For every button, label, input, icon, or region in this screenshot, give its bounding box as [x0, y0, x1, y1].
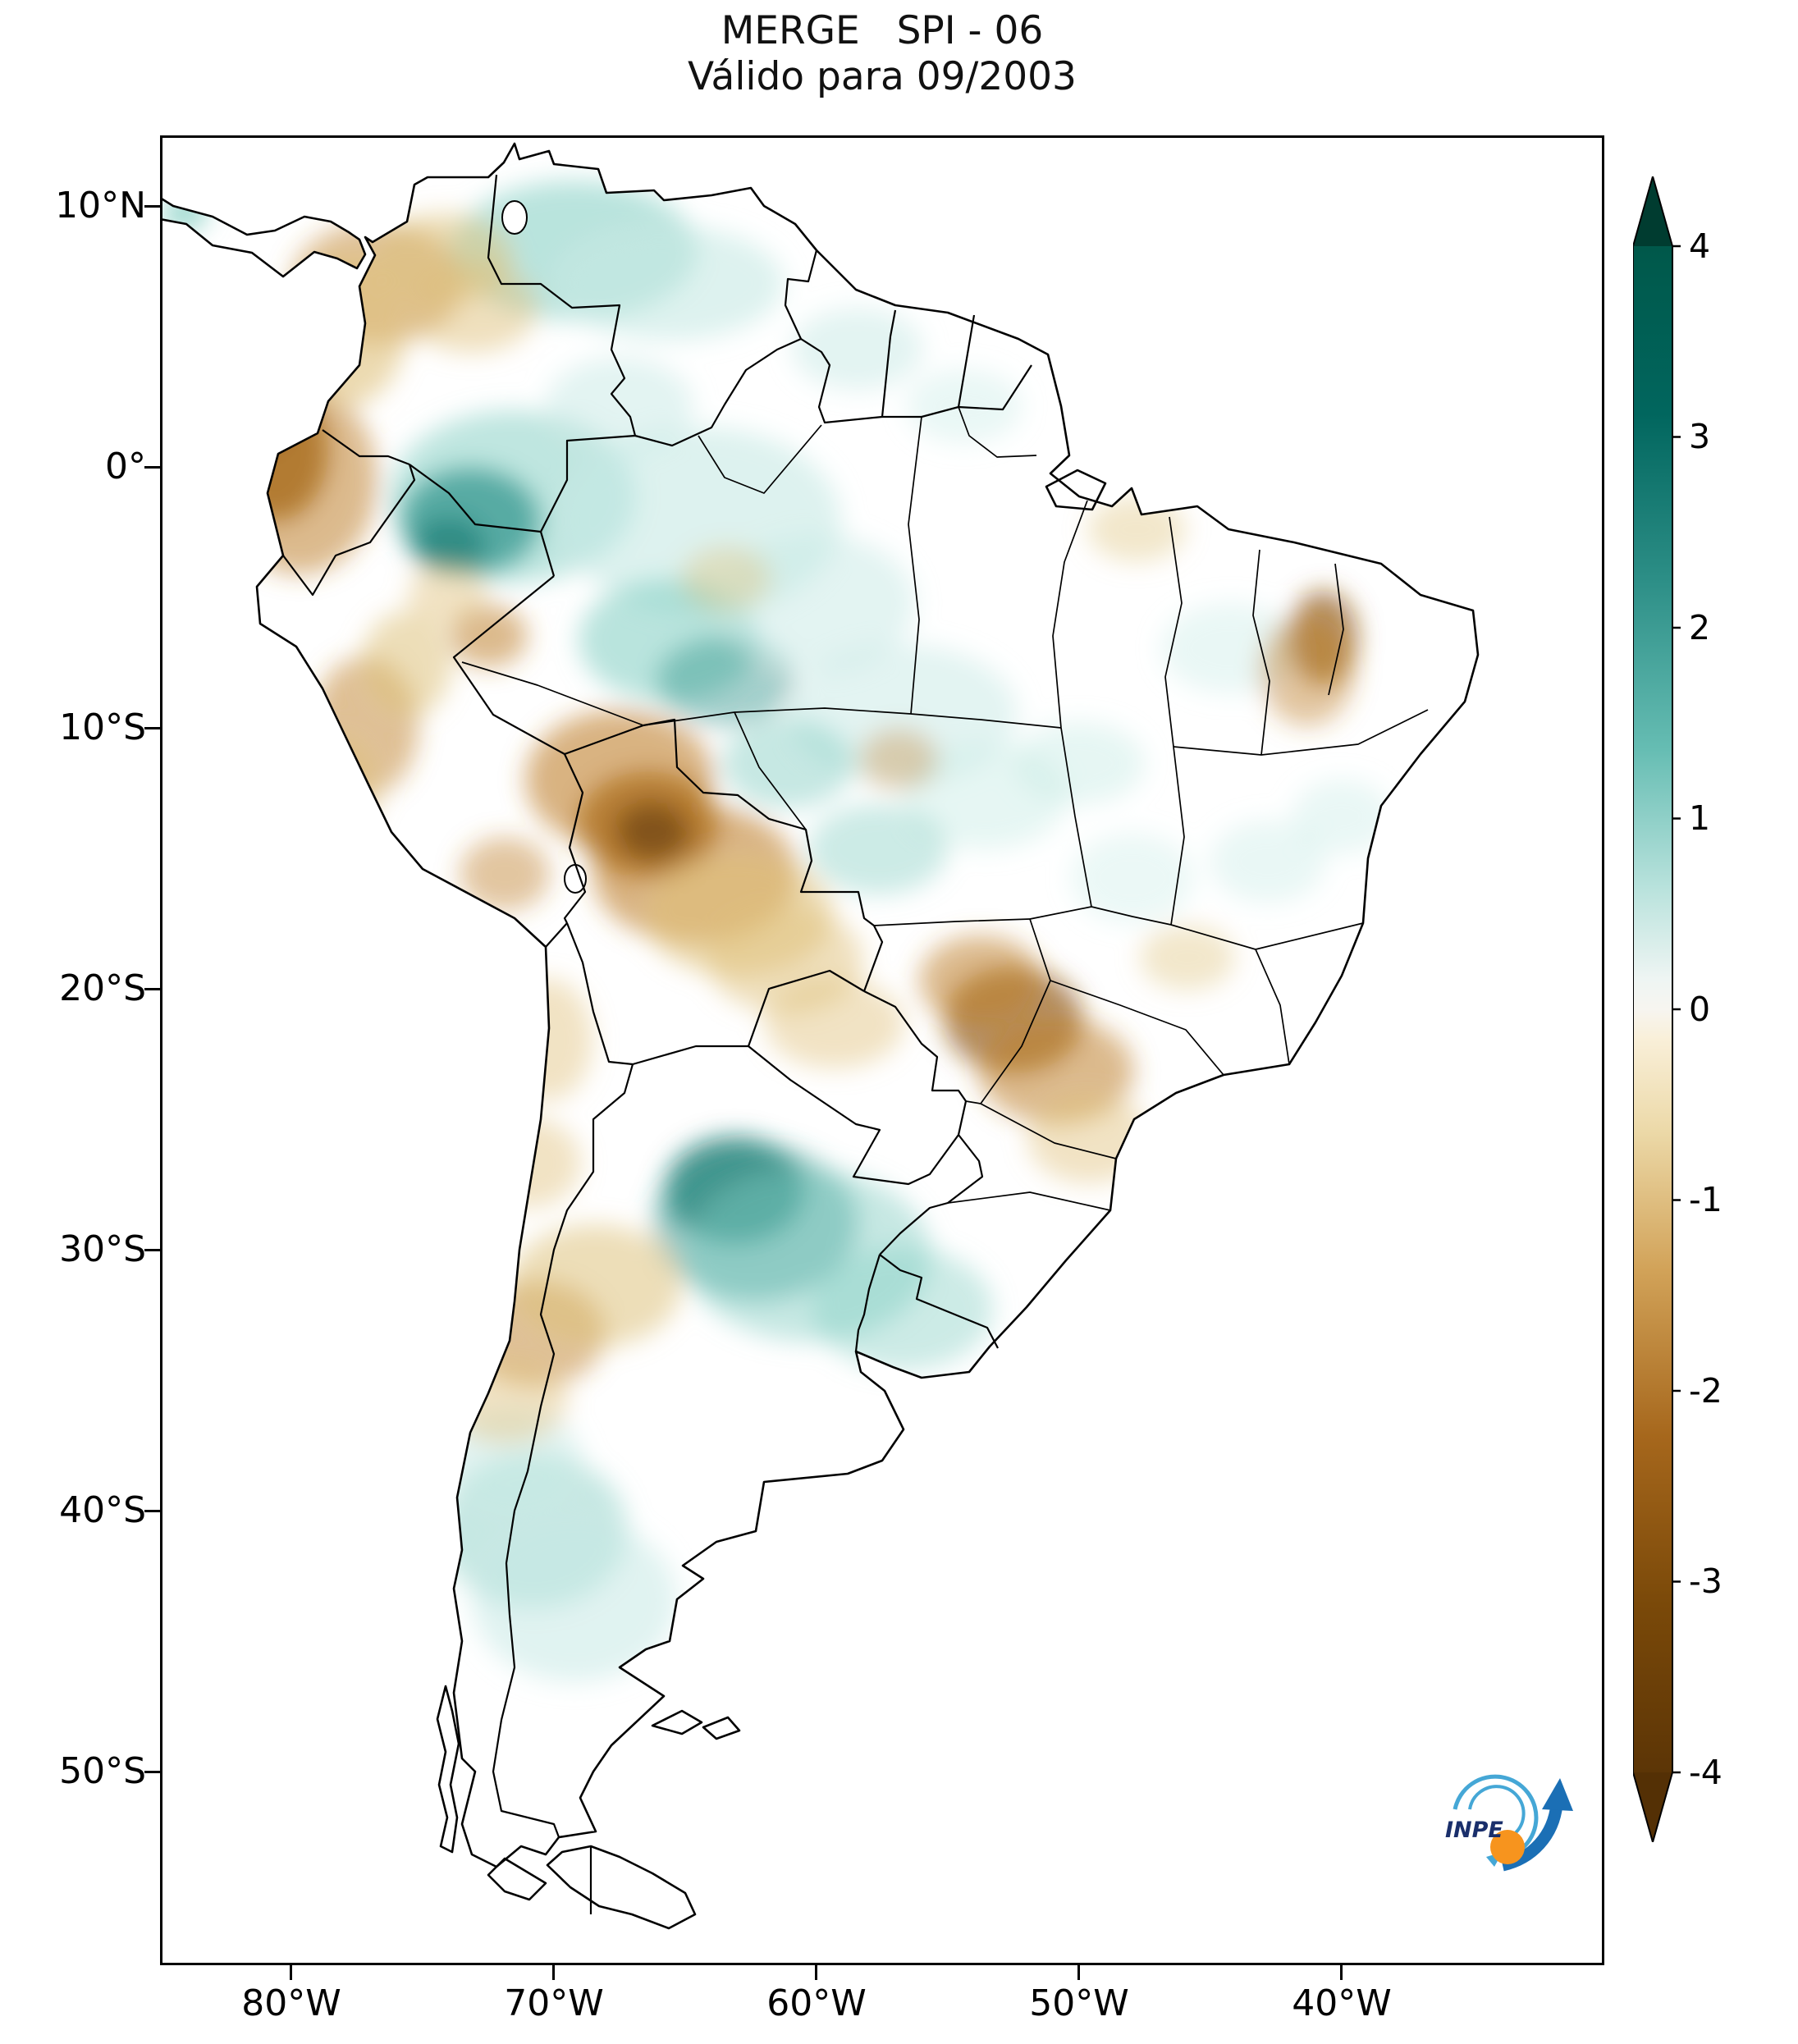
colorbar-tick-marks [1672, 245, 1681, 1774]
lon-tick-mark [1340, 1965, 1343, 1980]
colorbar-gradient [1633, 246, 1672, 1772]
figure-title: MERGE SPI - 06 Válido para 09/2003 [160, 8, 1604, 100]
colorbar-tick-1: 1 [1689, 798, 1711, 838]
south-america-map: INPE [160, 142, 1573, 1930]
lon-tick-mark [1077, 1965, 1080, 1980]
colorbar-tick-0: 0 [1689, 990, 1711, 1029]
lon-tick-label-50w: 50°W [1029, 1982, 1129, 2024]
colorbar-tick-m2: -2 [1689, 1371, 1723, 1411]
colorbar-tick-m3: -3 [1689, 1562, 1723, 1601]
lat-tick-mark [144, 1510, 160, 1512]
lon-tick-label-40w: 40°W [1292, 1982, 1392, 2024]
lat-tick-label-10s: 10°S [59, 706, 146, 748]
lon-tick-label-60w: 60°W [766, 1982, 867, 2024]
lat-tick-mark [144, 466, 160, 469]
lat-tick-label-50s: 50°S [59, 1750, 146, 1792]
colorbar-tick-2: 2 [1689, 608, 1711, 647]
lat-tick-label-30s: 30°S [59, 1228, 146, 1270]
title-line1: MERGE SPI - 06 [721, 8, 1044, 53]
lat-tick-mark [144, 1249, 160, 1251]
lon-tick-label-80w: 80°W [241, 1982, 341, 2024]
lon-tick-mark [815, 1965, 817, 1980]
lon-tick-label-70w: 70°W [504, 1982, 604, 2024]
colorbar-tick-3: 3 [1689, 417, 1711, 456]
lat-tick-mark [144, 727, 160, 729]
inpe-logo-orange-dot [1490, 1830, 1525, 1864]
colorbar-extend-top [1633, 176, 1672, 246]
inpe-logo-text: INPE [1445, 1818, 1503, 1843]
lon-tick-mark [290, 1965, 292, 1980]
lon-tick-mark [552, 1965, 555, 1980]
country-borders [282, 174, 1032, 1914]
lat-tick-label-10n: 10°N [55, 185, 146, 226]
colorbar [1633, 176, 1681, 1842]
lat-tick-mark [144, 205, 160, 208]
lat-tick-label-0: 0° [105, 446, 146, 487]
lat-tick-label-20s: 20°S [59, 967, 146, 1009]
colorbar-tick-4: 4 [1689, 226, 1711, 266]
state-borders [461, 406, 1429, 1211]
inpe-logo: INPE [1445, 1774, 1573, 1872]
lat-tick-mark [144, 988, 160, 990]
lat-tick-label-40s: 40°S [59, 1489, 146, 1531]
colorbar-extend-bottom [1633, 1772, 1672, 1842]
colorbar-tick-m1: -1 [1689, 1180, 1723, 1219]
colorbar-tick-m4: -4 [1689, 1753, 1723, 1792]
title-line2: Válido para 09/2003 [688, 54, 1077, 99]
lat-tick-mark [144, 1771, 160, 1773]
